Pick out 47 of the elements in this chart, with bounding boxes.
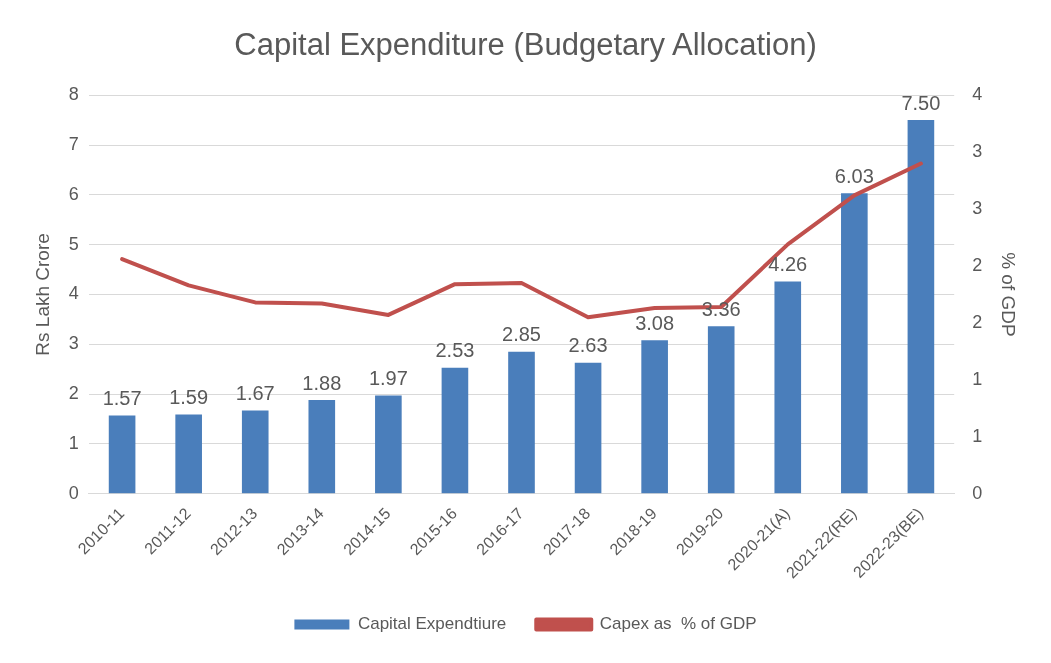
y-tick-label: 5: [68, 233, 79, 254]
bar: [441, 367, 469, 494]
y2-tick-label: 3: [972, 198, 983, 219]
data-label: 4.26: [768, 252, 808, 275]
bar: [841, 193, 868, 494]
y-tick-label: 3: [68, 333, 79, 354]
y2-tick-label: 2: [972, 254, 983, 275]
legend-label: Capex as % of GDP: [599, 614, 757, 634]
y-tick-label: 7: [68, 133, 79, 154]
y2-tick-label: 3: [972, 141, 983, 162]
bar: [707, 326, 735, 494]
y-tick-label: 2: [68, 383, 79, 404]
y-tick-label: 8: [68, 84, 79, 105]
bar: [175, 414, 202, 494]
data-label: 1.57: [102, 386, 142, 409]
y-tick-label: 0: [68, 482, 79, 503]
bar: [241, 410, 269, 494]
bar: [574, 362, 602, 494]
y-axis-title: Rs Lakh Crore: [31, 233, 53, 356]
bar: [641, 340, 668, 494]
chart-title: Capital Expenditure (Budgetary Allocation): [234, 27, 817, 63]
data-label: 6.03: [834, 164, 874, 187]
bar: [508, 351, 535, 494]
data-label: 7.50: [901, 91, 941, 114]
y2-tick-label: 1: [972, 425, 983, 446]
data-label: 2.85: [502, 323, 541, 346]
bar: [774, 281, 802, 494]
y-tick-label: 1: [68, 432, 79, 453]
data-label: 1.59: [169, 385, 209, 408]
y-tick-label: 6: [68, 183, 79, 204]
y2-tick-label: 4: [972, 84, 983, 105]
data-label: 2.53: [435, 339, 475, 362]
data-label: 1.88: [302, 371, 342, 394]
legend-label: Capital Expendtiure: [357, 614, 507, 634]
y2-tick-label: 1: [972, 368, 983, 389]
bar: [308, 400, 336, 494]
data-label: 1.97: [368, 367, 408, 390]
bar: [375, 395, 402, 494]
y2-tick-label: 0: [972, 482, 983, 503]
y2-axis-title: % of GDP: [998, 252, 1020, 337]
bar: [108, 415, 136, 494]
y2-tick-label: 2: [972, 311, 983, 332]
data-label: 3.08: [635, 311, 675, 334]
data-label: 2.63: [568, 334, 608, 357]
bar: [907, 120, 935, 494]
y-tick-label: 4: [68, 283, 79, 304]
data-label: 1.67: [235, 381, 275, 404]
